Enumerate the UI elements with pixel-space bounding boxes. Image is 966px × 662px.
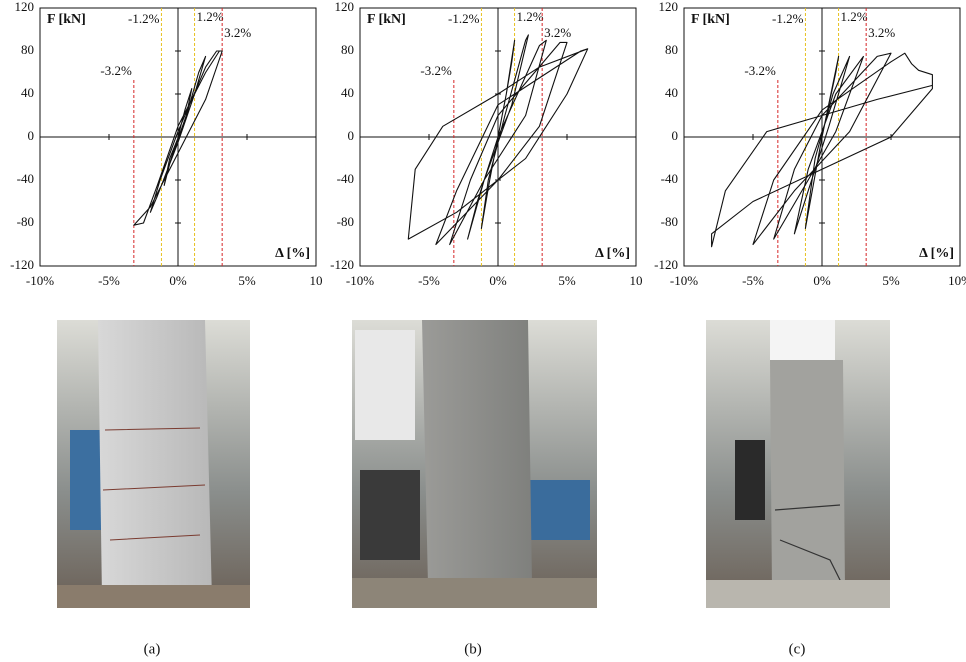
y-tick-label: 0 <box>348 128 355 143</box>
reference-label: -1.2% <box>448 11 480 26</box>
x-tick-label: 5% <box>558 273 576 288</box>
y-tick-label: -40 <box>337 171 354 186</box>
caption: (a) <box>144 641 161 657</box>
y-tick-label: 40 <box>21 85 34 100</box>
y-axis-label: F [kN] <box>367 12 406 27</box>
y-tick-label: 0 <box>28 128 35 143</box>
y-tick-label: 40 <box>665 85 678 100</box>
reference-label: 1.2% <box>517 9 544 24</box>
y-axis-label: F [kN] <box>47 12 86 27</box>
y-tick-label: -40 <box>17 171 34 186</box>
x-tick-label: 10% <box>948 273 966 288</box>
y-tick-label: -120 <box>330 257 354 272</box>
reference-label: -3.2% <box>420 63 452 78</box>
caption: (b) <box>464 641 482 657</box>
y-tick-label: 80 <box>341 42 354 57</box>
x-tick-label: 5% <box>238 273 256 288</box>
y-tick-label: 120 <box>659 0 679 14</box>
y-tick-label: -40 <box>661 171 678 186</box>
y-tick-label: 0 <box>672 128 679 143</box>
x-tick-label: 10 <box>310 273 323 288</box>
y-axis-label: F [kN] <box>691 12 730 27</box>
y-tick-label: 80 <box>21 42 34 57</box>
caption: (c) <box>789 641 806 657</box>
reference-label: -1.2% <box>772 11 804 26</box>
y-tick-label: 80 <box>665 42 678 57</box>
reference-label: 1.2% <box>197 9 224 24</box>
x-tick-label: 5% <box>882 273 900 288</box>
x-tick-label: -5% <box>742 273 764 288</box>
hysteresis-curve <box>711 52 933 248</box>
y-tick-label: -120 <box>654 257 678 272</box>
x-tick-label: 0% <box>489 273 507 288</box>
x-tick-label: -10% <box>26 273 54 288</box>
x-tick-label: 0% <box>169 273 187 288</box>
x-tick-label: -10% <box>670 273 698 288</box>
x-tick-label: -10% <box>346 273 374 288</box>
photo-c <box>706 320 890 608</box>
y-tick-label: 120 <box>335 0 355 14</box>
reference-label: 3.2% <box>868 25 895 40</box>
y-tick-label: -80 <box>661 214 678 229</box>
y-tick-label: -120 <box>10 257 34 272</box>
reference-label: 3.2% <box>224 25 251 40</box>
y-tick-label: 120 <box>15 0 35 14</box>
x-axis-label: Δ [%] <box>595 246 630 261</box>
y-tick-label: 40 <box>341 85 354 100</box>
x-tick-label: 10 <box>630 273 643 288</box>
photo-a <box>57 320 250 608</box>
reference-label: 3.2% <box>544 25 571 40</box>
reference-label: -3.2% <box>100 63 132 78</box>
x-axis-label: Δ [%] <box>275 246 310 261</box>
x-tick-label: -5% <box>98 273 120 288</box>
x-tick-label: -5% <box>418 273 440 288</box>
photo-b <box>352 320 597 608</box>
reference-label: -1.2% <box>128 11 160 26</box>
hysteresis-curve <box>407 34 589 246</box>
x-tick-label: 0% <box>813 273 831 288</box>
reference-label: 1.2% <box>841 9 868 24</box>
y-tick-label: -80 <box>17 214 34 229</box>
y-tick-label: -80 <box>337 214 354 229</box>
reference-label: -3.2% <box>744 63 776 78</box>
hysteresis-curve <box>133 50 223 226</box>
x-axis-label: Δ [%] <box>919 246 954 261</box>
